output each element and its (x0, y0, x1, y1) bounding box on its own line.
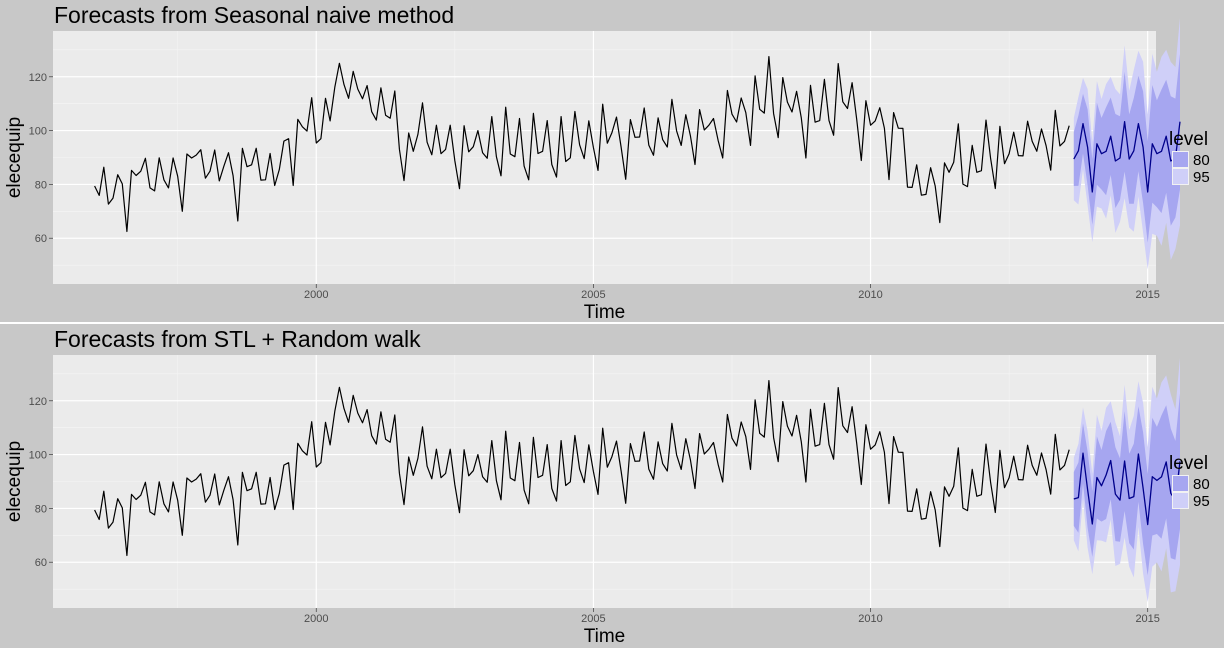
x-tick-label: 2000 (304, 613, 328, 625)
legend-key-95 (1173, 493, 1188, 508)
x-tick-label: 2015 (1135, 289, 1159, 301)
chart-2: Forecasts from STL + Random walk 60 80 100 1… (4, 326, 1210, 647)
legend-title: level (1169, 129, 1208, 150)
legend-title: level (1169, 453, 1208, 474)
y-tick-label: 120 (29, 396, 47, 408)
y-tick-label: 100 (29, 450, 47, 462)
y-tick-label: 80 (35, 503, 47, 515)
band-80 (1073, 54, 1180, 243)
legend-label: 95 (1193, 169, 1210, 186)
forecast-line (1073, 121, 1181, 193)
legend-key-80 (1173, 152, 1188, 167)
legend-key-80 (1173, 476, 1188, 491)
y-tick-label: 60 (35, 233, 47, 245)
chart-title: Forecasts from STL + Random walk (54, 326, 421, 352)
legend-label: 95 (1193, 493, 1210, 510)
chart-title: Forecasts from Seasonal naive method (54, 2, 454, 28)
x-axis-title: Time (584, 302, 626, 323)
y-tick-label: 60 (35, 557, 47, 569)
legend-label: 80 (1193, 476, 1210, 493)
series-line (94, 56, 1070, 233)
x-tick-label: 2010 (858, 613, 882, 625)
legend-key-95 (1173, 169, 1188, 184)
series-line (94, 380, 1070, 557)
y-axis-title: elecequip (4, 117, 25, 198)
legend-label: 80 (1193, 152, 1210, 169)
x-tick-label: 2000 (304, 289, 328, 301)
y-tick-label: 80 (35, 179, 47, 191)
y-axis-title: elecequip (4, 441, 25, 522)
y-tick-label: 100 (29, 126, 47, 138)
x-tick-label: 2005 (581, 613, 605, 625)
panel-divider (0, 322, 1224, 324)
y-tick-label: 120 (29, 72, 47, 84)
x-tick-label: 2015 (1135, 613, 1159, 625)
x-axis-title: Time (584, 626, 626, 647)
forecast-line (1073, 452, 1181, 526)
x-tick-label: 2010 (858, 289, 882, 301)
chart-1: Forecasts from Seasonal naive method 60 80… (4, 2, 1210, 323)
x-tick-label: 2005 (581, 289, 605, 301)
